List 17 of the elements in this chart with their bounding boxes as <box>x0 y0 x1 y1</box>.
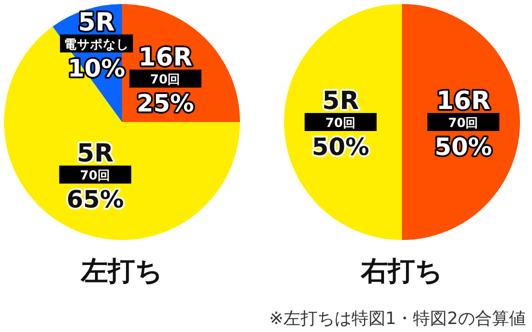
slice-label: 16R <box>138 42 192 72</box>
slice-label: 5R <box>322 86 359 115</box>
text: 電サポなし <box>64 36 129 52</box>
text: 右打ち <box>360 256 443 287</box>
data-label: 65% <box>66 186 124 214</box>
data-label: 25% <box>136 90 194 118</box>
text: ※左打ちは特図1・特図2の合算値 <box>269 309 526 329</box>
slice-label: 5R <box>76 138 114 168</box>
slice-label: 5R <box>78 7 115 36</box>
data-label: 50% <box>434 133 492 161</box>
data-label: 50% <box>312 133 370 161</box>
text: 70回 <box>80 168 110 183</box>
text: 左打ち <box>80 256 163 287</box>
text: 70回 <box>325 115 356 130</box>
text: 70回 <box>150 72 181 87</box>
slice-label: 16R <box>436 86 490 115</box>
text: 70回 <box>448 115 479 130</box>
